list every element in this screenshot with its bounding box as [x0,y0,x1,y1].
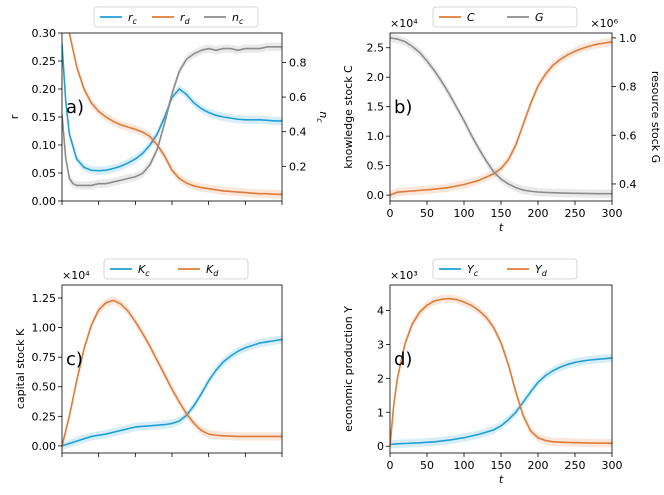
ytick-label: 0 [377,440,384,453]
legend-label-K-c: Kc [138,263,150,278]
y-multiplier-label: ×10³ [390,269,418,282]
ytick-label: 0.75 [32,351,57,364]
legend-box [432,258,578,280]
y-axis-label: r [8,114,21,119]
legend-box [93,6,259,28]
band-C [390,37,612,200]
ytick-label: 0.30 [32,27,57,40]
plot-area-d [390,294,612,451]
xtick-label: 0 [387,207,394,220]
legend-label-Y-c: Yc [467,263,479,278]
legend-label-K-d: Kd [206,263,219,278]
ytick-label: 2 [377,372,384,385]
x-axis-label: t [499,221,504,234]
xtick-label: 100 [454,207,475,220]
legend-label-G: G [535,11,544,24]
legend-box [432,6,578,28]
xtick-label: 150 [491,207,512,220]
panel-label: a) [66,97,84,118]
panel-a: 0.00 0.05 0.10 0.15 0.20 0.25 0.30 0.2 0.4 0.6 0.8… [8,6,330,208]
line-r-d [68,33,282,196]
x-axis-label: t [499,473,504,486]
ytick-label: 0.20 [32,83,57,96]
legend-label-r-c: rc [128,11,138,26]
y-axis-label: capital stock K [14,328,27,409]
ytick-label: 1.00 [32,322,57,335]
ytick-label: 0.5 [367,160,385,173]
ytick-right-label: 0.4 [619,178,637,191]
ytick-label: 0.10 [32,139,57,152]
y-multiplier-label: ×10⁴ [390,17,418,30]
panel-b: 0.0 0.5 1.0 1.5 2.0 2.5 0.4 0.6 0.8 1.0 0 50 100 150 2… [342,6,662,234]
line-G [390,37,612,195]
line-Y-d [390,297,612,447]
xtick-label: 50 [420,207,434,220]
ytick-label: 0.05 [32,167,57,180]
xtick-label: 200 [528,459,549,472]
panel-c: 0.00 0.25 0.50 0.75 1.00 1.25 capital stock K ×… [14,258,283,457]
line-K-d [62,299,282,447]
ytick-label: 1.0 [367,130,385,143]
band-K-d [62,296,282,451]
ytick-right-label: 0.4 [289,126,307,139]
y-right-multiplier-label: ×10⁶ [590,17,618,30]
xtick-label: 250 [565,207,586,220]
ytick-label: 0.0 [367,189,385,202]
line-K-c [62,338,282,447]
ytick-right-label: 0.6 [289,91,307,104]
legend-label-n-c: nc [232,11,244,26]
xtick-label: 0 [387,459,394,472]
y-multiplier-label: ×10⁴ [62,269,90,282]
ytick-label: 0.00 [32,195,57,208]
ytick-label: 1.25 [32,292,57,305]
y-axis-right-label: resource stock G [649,71,662,163]
ytick-label: 1.5 [367,101,385,114]
ytick-label: 3 [377,338,384,351]
xtick-label: 300 [602,207,623,220]
plot-area-c [62,296,282,451]
ytick-right-label: 0.8 [619,81,637,94]
xtick-label: 50 [420,459,434,472]
line-C [390,41,612,196]
panel-label: d) [394,349,412,370]
band-Y-c [390,353,612,449]
xtick-label: 150 [491,459,512,472]
ytick-label: 0.50 [32,381,57,394]
legend-label-Y-d: Yd [535,263,548,278]
xtick-label: 250 [565,459,586,472]
y-axis-label: knowledge stock C [342,65,355,169]
ytick-right-label: 0.6 [619,129,637,142]
y-axis-right-label: nc [315,111,330,123]
y-axis-label: economic production Y [342,306,355,432]
xtick-label: 300 [602,459,623,472]
ytick-right-label: 0.2 [289,160,307,173]
ytick-right-label: 1.0 [619,32,637,45]
ytick-right-label: 0.8 [289,56,307,69]
line-n-c [62,46,282,187]
ytick-label: 0.25 [32,410,57,423]
legend-label-C: C [467,11,475,24]
ytick-label: 0.00 [32,440,57,453]
ytick-label: 2.0 [367,71,385,84]
panel-label: b) [394,97,412,118]
band-G [390,33,612,198]
line-Y-c [390,357,612,446]
xtick-label: 200 [528,207,549,220]
panel-d: 0 1 2 3 4 0 50 100 150 200 250 300 t economic product… [342,258,623,486]
axes-frame-c [61,284,283,454]
legend-label-r-d: rd [180,11,191,26]
legend-box [103,258,249,280]
plot-area-a [62,33,282,199]
plot-area-b [390,33,612,200]
ytick-label: 1 [377,406,384,419]
ytick-label: 0.15 [32,111,57,124]
panel-label: c) [66,349,83,370]
ytick-label: 4 [377,304,384,317]
ytick-label: 0.25 [32,55,57,68]
ytick-label: 2.5 [367,42,385,55]
xtick-label: 100 [454,459,475,472]
